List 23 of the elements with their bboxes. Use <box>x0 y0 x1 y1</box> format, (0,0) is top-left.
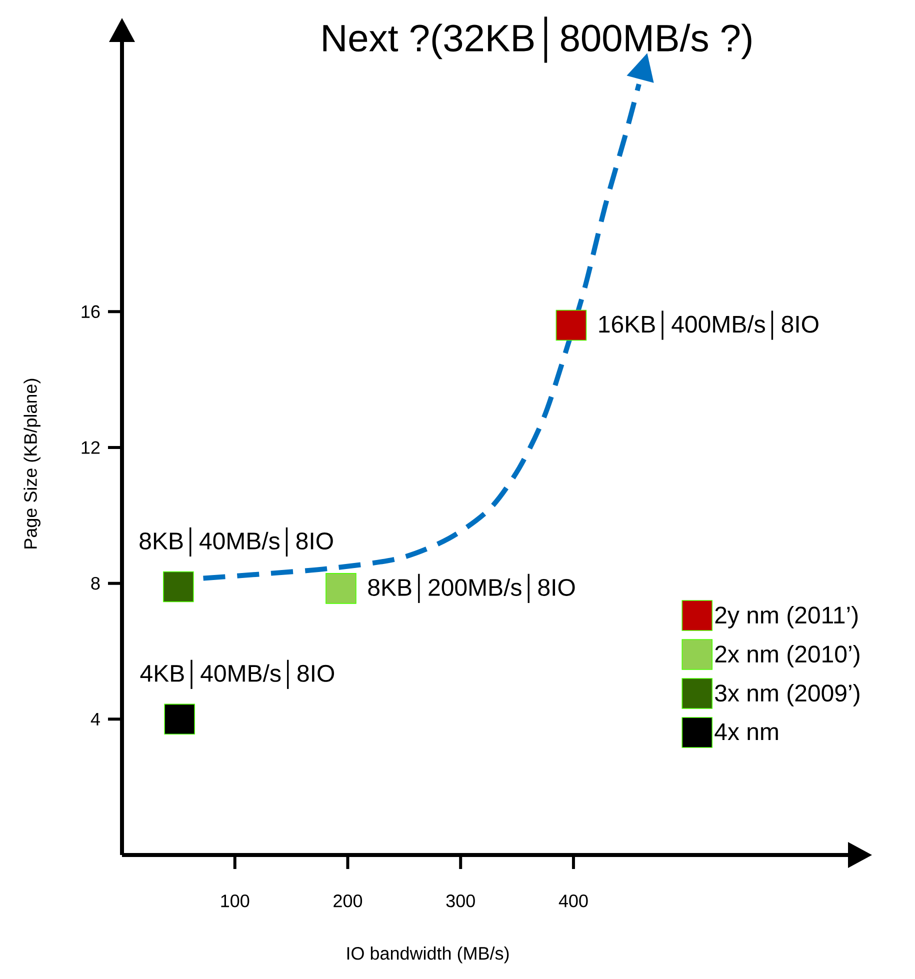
y-axis-title: Page Size (KB/plane) <box>24 378 40 548</box>
annotation: 8KB│40MB/s│8IO <box>140 527 333 557</box>
y-tick-label: 4 <box>90 712 100 726</box>
chart-title: Next ?(32KB│800MB/s ?) <box>323 16 752 63</box>
legend-label: 3x nm (2009’) <box>715 684 860 706</box>
y-tick-label: 16 <box>82 305 100 318</box>
point <box>556 310 587 341</box>
point <box>164 704 195 735</box>
point <box>163 571 194 602</box>
y-tick-label: 8 <box>91 576 100 590</box>
y-tick-label: 12 <box>82 441 100 454</box>
x-tick-label: 200 <box>334 894 362 908</box>
annotation: 8KB│200MB/s│8IO <box>368 574 575 603</box>
x-tick-label: 400 <box>558 894 588 908</box>
annotation: 16KB│400MB/s│8IO <box>599 310 818 340</box>
x-tick-label: 100 <box>221 894 250 908</box>
x-axis-title: IO bandwidth (MB/s) <box>347 946 509 964</box>
legend-label: 2x nm (2010’) <box>715 645 860 668</box>
x-tick-label: 300 <box>446 894 475 908</box>
legend-label: 2y nm (2011’) <box>715 606 858 628</box>
legend-label: 4x nm <box>714 723 778 740</box>
annotation: 4KB│40MB/s│8IO <box>140 660 334 689</box>
point <box>326 573 356 604</box>
